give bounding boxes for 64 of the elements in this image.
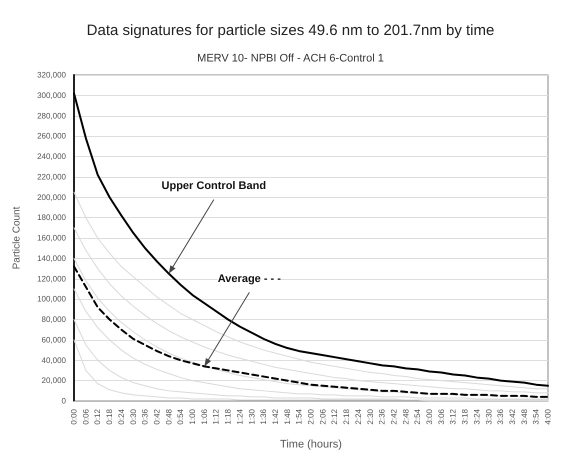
x-tick-label: 2:00	[306, 408, 316, 425]
x-tick-label: 1:36	[259, 408, 268, 425]
y-tick-label: 40,000	[42, 356, 67, 365]
x-tick-label: 3:06	[436, 408, 446, 425]
y-tick-label: 140,000	[37, 254, 67, 263]
x-tick-label: 3:00	[425, 408, 434, 425]
x-tick-label: 3:48	[520, 408, 529, 425]
y-tick-label: 120,000	[37, 274, 67, 284]
x-tick-label: 1:48	[282, 408, 292, 425]
annotation: Average - - -	[218, 272, 282, 285]
x-tick-label: 0:12	[93, 408, 102, 425]
y-tick-label: 100,000	[37, 294, 67, 304]
x-tick-label: 0:06	[81, 408, 90, 425]
x-tick-label: 3:42	[508, 408, 517, 425]
x-tick-label: 0:42	[152, 408, 162, 425]
y-tick-label: 60,000	[42, 335, 67, 344]
y-tick-label: 0	[62, 396, 67, 406]
x-tick-label: 1:06	[200, 408, 209, 425]
y-tick-label: 320,000	[37, 70, 67, 80]
x-tick-label: 0:00	[70, 408, 78, 425]
y-tick-label: 300,000	[37, 90, 67, 100]
x-tick-label: 3:54	[532, 408, 541, 425]
y-tick-label: 240,000	[37, 152, 67, 161]
chart-subtitle: MERV 10- NPBI Off - ACH 6-Control 1	[197, 52, 384, 64]
y-tick-label: 260,000	[37, 132, 67, 141]
y-tick-label: 160,000	[37, 234, 67, 242]
y-tick-label: 280,000	[37, 111, 67, 120]
x-tick-label: 2:24	[354, 408, 363, 425]
x-tick-label: 3:24	[472, 408, 482, 425]
y-tick-label: 80,000	[42, 315, 67, 324]
x-tick-label: 2:12	[330, 408, 340, 425]
y-axis-title: Particle Count	[12, 206, 22, 270]
x-tick-label: 3:30	[484, 408, 494, 425]
chart-title: Data signatures for particle sizes 49.6 nm to 201.7nm by time	[86, 22, 494, 39]
x-tick-label: 1:54	[294, 408, 304, 425]
x-tick-label: 0:24	[116, 408, 126, 425]
x-tick-label: 2:18	[342, 408, 352, 425]
x-tick-label: 2:36	[378, 408, 387, 425]
x-axis-title: Time (hours)	[280, 438, 342, 450]
y-tick-label: 180,000	[37, 213, 67, 222]
x-tick-label: 0:54	[176, 408, 186, 425]
x-tick-label: 1:18	[224, 408, 233, 425]
y-tick-label: 20,000	[42, 376, 67, 386]
x-tick-label: 3:18	[460, 408, 470, 425]
x-tick-label: 1:00	[188, 408, 197, 425]
x-tick-label: 3:36	[496, 408, 506, 425]
x-tick-label: 0:30	[128, 408, 138, 425]
x-tick-label: 1:24	[235, 408, 244, 425]
x-tick-label: 2:48	[401, 408, 410, 425]
x-tick-label: 2:30	[366, 408, 375, 425]
x-tick-label: 3:12	[448, 408, 458, 425]
y-tick-label: 200,000	[37, 192, 67, 202]
x-tick-label: 0:48	[164, 408, 174, 425]
x-tick-label: 1:30	[247, 408, 256, 425]
x-tick-label: 1:12	[212, 408, 221, 425]
x-tick-label: 2:06	[318, 408, 328, 425]
y-tick-label: 220,000	[37, 172, 67, 182]
x-tick-label: 1:42	[270, 408, 280, 425]
annotation: Upper Control Band	[162, 180, 266, 192]
x-tick-label: 2:42	[389, 408, 398, 425]
x-tick-label: 2:54	[413, 408, 422, 425]
x-tick-label: 0:18	[105, 408, 114, 425]
x-tick-label: 0:36	[140, 408, 150, 425]
x-tick-label: 4:00	[544, 408, 552, 425]
